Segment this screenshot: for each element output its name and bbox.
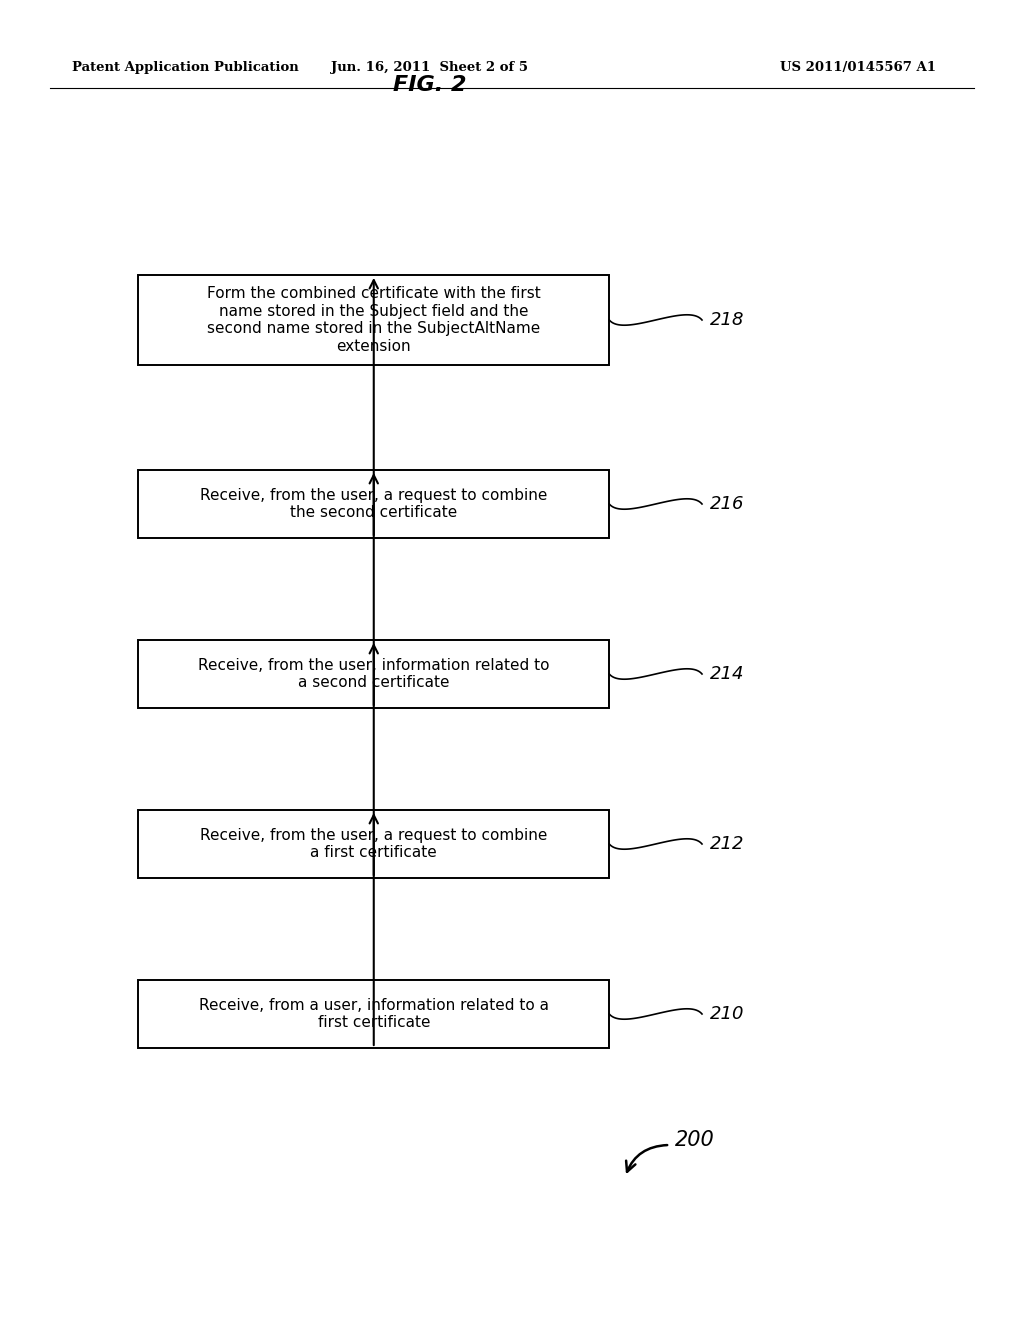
Bar bbox=[138, 979, 609, 1048]
Text: Receive, from the user, information related to
a second certificate: Receive, from the user, information rela… bbox=[198, 657, 550, 690]
Bar bbox=[138, 810, 609, 878]
Text: Receive, from a user, information related to a
first certificate: Receive, from a user, information relate… bbox=[199, 998, 549, 1030]
Bar bbox=[138, 470, 609, 539]
Text: 216: 216 bbox=[710, 495, 744, 513]
Text: 212: 212 bbox=[710, 836, 744, 853]
Text: 218: 218 bbox=[710, 312, 744, 329]
Text: FIG. 2: FIG. 2 bbox=[393, 75, 467, 95]
Bar bbox=[138, 275, 609, 366]
Text: Receive, from the user, a request to combine
a first certificate: Receive, from the user, a request to com… bbox=[200, 828, 548, 861]
Text: Form the combined certificate with the first
name stored in the Subject field an: Form the combined certificate with the f… bbox=[207, 286, 541, 354]
Text: US 2011/0145567 A1: US 2011/0145567 A1 bbox=[780, 62, 936, 74]
Text: 200: 200 bbox=[675, 1130, 715, 1150]
Text: Patent Application Publication: Patent Application Publication bbox=[72, 62, 299, 74]
Text: Jun. 16, 2011  Sheet 2 of 5: Jun. 16, 2011 Sheet 2 of 5 bbox=[332, 62, 528, 74]
Text: Receive, from the user, a request to combine
the second certificate: Receive, from the user, a request to com… bbox=[200, 488, 548, 520]
Text: 214: 214 bbox=[710, 665, 744, 682]
Bar bbox=[138, 640, 609, 708]
Text: 210: 210 bbox=[710, 1005, 744, 1023]
